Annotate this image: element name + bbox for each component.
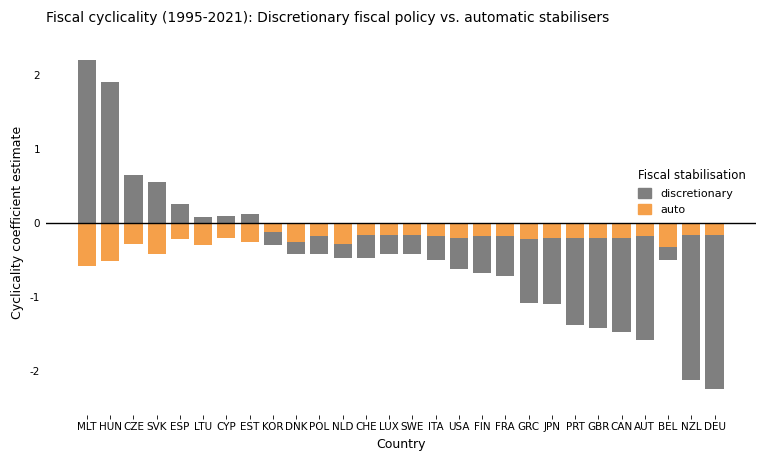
- Bar: [543, 223, 561, 304]
- Bar: [194, 217, 212, 223]
- Legend: discretionary, auto: discretionary, auto: [634, 165, 750, 219]
- Bar: [426, 223, 445, 236]
- Bar: [682, 223, 700, 235]
- Bar: [194, 223, 212, 245]
- Bar: [403, 223, 421, 254]
- Bar: [78, 60, 96, 223]
- Bar: [334, 223, 352, 258]
- Bar: [217, 223, 235, 238]
- Bar: [217, 215, 235, 223]
- Bar: [124, 223, 143, 243]
- Bar: [264, 223, 282, 245]
- Bar: [380, 223, 398, 235]
- Bar: [287, 223, 305, 254]
- Bar: [287, 223, 305, 242]
- Bar: [147, 182, 166, 223]
- Bar: [589, 223, 607, 328]
- Bar: [613, 223, 630, 238]
- Bar: [101, 82, 119, 223]
- Bar: [264, 223, 282, 232]
- Bar: [311, 223, 328, 236]
- Bar: [449, 223, 468, 269]
- Bar: [566, 223, 584, 325]
- Bar: [636, 223, 654, 236]
- Bar: [659, 223, 677, 247]
- Bar: [241, 223, 258, 242]
- Bar: [403, 223, 421, 235]
- Bar: [147, 223, 166, 254]
- Text: Fiscal cyclicality (1995-2021): Discretionary fiscal policy vs. automatic stabil: Fiscal cyclicality (1995-2021): Discreti…: [45, 11, 609, 25]
- Bar: [519, 223, 538, 303]
- Bar: [357, 223, 375, 258]
- Y-axis label: Cyclicality coefficient estimate: Cyclicality coefficient estimate: [11, 126, 24, 320]
- Bar: [473, 223, 491, 273]
- Bar: [449, 223, 468, 238]
- Bar: [241, 214, 258, 223]
- Bar: [171, 204, 189, 223]
- Bar: [311, 223, 328, 254]
- Bar: [682, 223, 700, 380]
- Bar: [566, 223, 584, 238]
- Bar: [706, 223, 723, 235]
- Bar: [496, 223, 515, 236]
- Bar: [473, 223, 491, 236]
- Bar: [124, 175, 143, 223]
- Bar: [334, 223, 352, 243]
- Bar: [659, 223, 677, 260]
- Bar: [101, 223, 119, 261]
- Bar: [380, 223, 398, 254]
- Bar: [519, 223, 538, 239]
- Bar: [636, 223, 654, 340]
- Bar: [543, 223, 561, 238]
- Bar: [78, 223, 96, 266]
- Bar: [426, 223, 445, 260]
- Bar: [496, 223, 515, 276]
- Bar: [357, 223, 375, 235]
- X-axis label: Country: Country: [376, 438, 426, 451]
- Bar: [171, 223, 189, 239]
- Bar: [613, 223, 630, 333]
- Bar: [706, 223, 723, 389]
- Bar: [589, 223, 607, 238]
